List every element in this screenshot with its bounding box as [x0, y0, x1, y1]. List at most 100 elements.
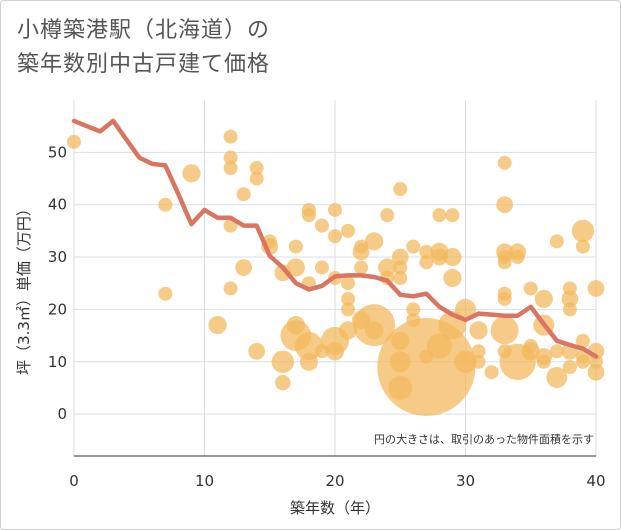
bubble-point [443, 247, 462, 267]
y-tick-label: 0 [57, 405, 67, 423]
y-tick-label: 50 [48, 143, 67, 161]
trend-line-group [71, 118, 599, 359]
trend-line [71, 118, 599, 359]
bubble-point [249, 161, 264, 176]
bubble-point [443, 268, 462, 288]
bubble-point [341, 291, 356, 306]
x-tick-label: 0 [69, 472, 79, 490]
bubble-point [328, 202, 342, 217]
bubble-point [314, 260, 329, 275]
bubble-point [587, 280, 605, 297]
title-line-2: 築年数別中古戸建て価格 [17, 52, 271, 77]
size-note: 円の大きさは、取引のあった物件面積を示す [374, 432, 594, 446]
bubble-point [419, 244, 434, 259]
y-tick-label: 20 [48, 300, 67, 318]
x-axis-label: 築年数（年） [290, 499, 380, 517]
bubble-point [523, 281, 538, 296]
bubble-point [158, 197, 173, 212]
bubble-point [393, 260, 408, 275]
y-tick-label: 30 [48, 248, 67, 266]
x-tick-label: 20 [325, 472, 344, 490]
bubble-point [406, 302, 421, 317]
bubble-point [365, 232, 384, 251]
bubble-point [490, 316, 519, 345]
bubble-point [236, 187, 251, 202]
bubble-point [432, 208, 447, 223]
bubble-point [455, 298, 476, 320]
bubbles [67, 129, 605, 416]
bubble-point [341, 302, 356, 317]
bubble-point [471, 354, 486, 369]
bubble-point [235, 259, 253, 276]
x-tick-label: 30 [456, 472, 475, 490]
bubble-point [341, 276, 356, 291]
bubble-point [182, 164, 201, 183]
bubble-point [497, 255, 512, 270]
chart-title: 小樽築港駅（北海道）の 築年数別中古戸建て価格 [17, 14, 270, 82]
bubble-point [571, 219, 595, 243]
y-axis-label: 坪（3.3㎡）単価（万円） [15, 201, 33, 375]
y-tick-label: 10 [48, 353, 67, 371]
bubble-point [223, 281, 238, 296]
bubble-point [299, 352, 318, 371]
bubble-point [575, 239, 590, 254]
bubble-point [271, 350, 294, 373]
bubble-point [469, 321, 488, 340]
bubble-point [341, 223, 356, 238]
y-tick-label: 40 [48, 196, 67, 214]
bubble-point [223, 129, 238, 144]
bubble-point [378, 258, 397, 277]
bubble-point [497, 155, 512, 170]
bubble-point [249, 171, 264, 186]
bubble-point [338, 321, 358, 340]
bubble-point [391, 248, 409, 266]
bubble-point [352, 243, 370, 261]
bubble-point [575, 354, 590, 369]
bubble-point [380, 208, 395, 223]
bubble-point [275, 375, 291, 391]
bubble-point [496, 196, 514, 214]
bubble-point [223, 150, 238, 165]
bubble-point [587, 363, 605, 381]
bubble-point [534, 289, 553, 309]
title-line-1: 小樽築港駅（北海道）の [17, 18, 271, 43]
bubble-point [208, 316, 227, 335]
bubble-point [549, 344, 564, 359]
bubble-point [471, 344, 486, 359]
bubble-point [393, 182, 408, 196]
bubble-point [497, 291, 512, 306]
bubble-point [431, 248, 448, 266]
bubble-point [223, 161, 238, 176]
bubble-point [419, 255, 434, 270]
bubble-point [445, 208, 460, 223]
bubble-point [549, 234, 564, 249]
bubble-point [286, 258, 305, 277]
bubble-point [288, 239, 303, 254]
bubble-point [426, 333, 452, 359]
bubble-point [521, 342, 540, 361]
bubble-point [561, 290, 579, 308]
bubble-point [406, 239, 421, 254]
ticks: 0 10 20 30 40 0 10 20 30 40 50 [48, 143, 606, 490]
x-tick-label: 40 [586, 472, 605, 490]
bubble-point [454, 350, 477, 373]
bubble-point [158, 286, 173, 301]
bubble-point [328, 229, 342, 244]
bubble-point [546, 366, 568, 388]
bubble-point [575, 333, 590, 348]
bubble-point [354, 260, 369, 275]
bubble-point [67, 134, 81, 149]
bubble-point [325, 342, 345, 361]
bubble-point [562, 360, 577, 374]
x-tick-label: 10 [195, 472, 214, 490]
bubble-point [536, 354, 551, 369]
bubble-point [365, 321, 384, 340]
bubble-point [393, 271, 408, 285]
bubble-point [562, 302, 577, 317]
bubble-point [510, 250, 525, 265]
bubble-point [301, 208, 316, 223]
bubble-point [484, 365, 499, 380]
bubble-point [314, 218, 329, 233]
